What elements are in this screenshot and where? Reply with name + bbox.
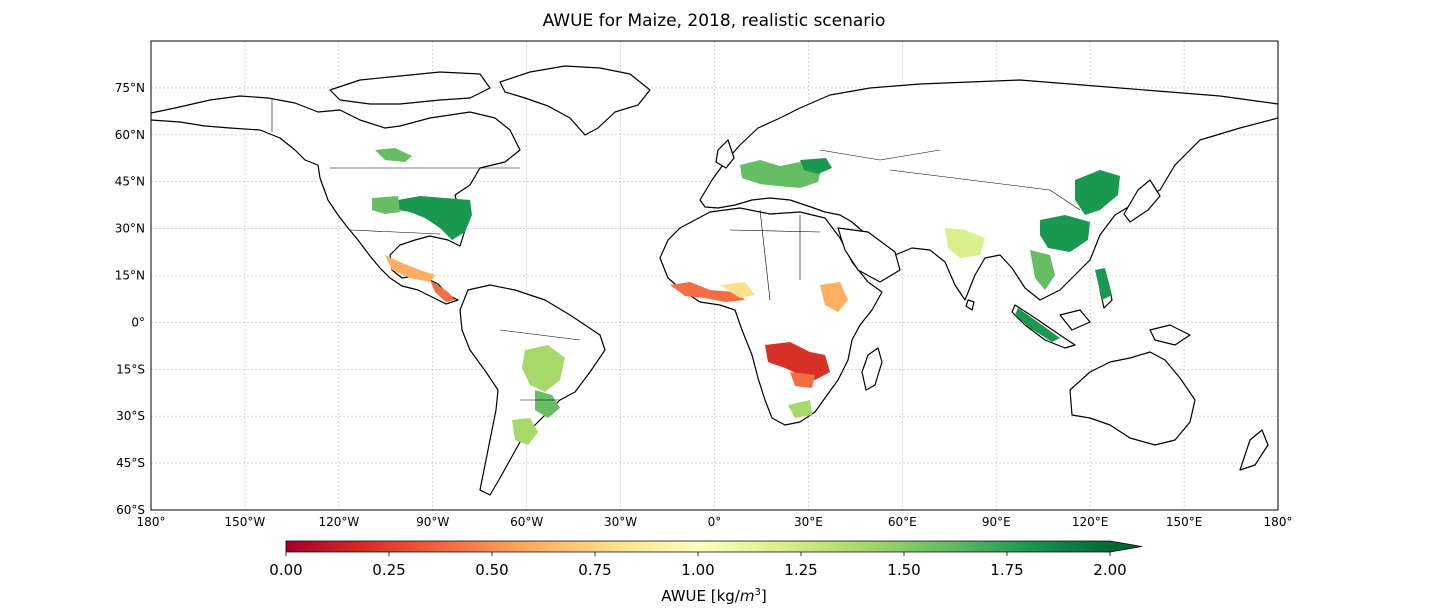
europe-area [740,160,822,188]
colorbar-tick-label: 2.00 [1093,561,1126,579]
japan-land [1123,179,1161,223]
lat-tick-label: 15°S [116,362,145,376]
us-cornbelt-area [398,196,472,240]
brazil-south-area [535,390,560,418]
lon-tick-label: 90°E [982,515,1011,529]
lat-tick-label: 60°N [115,128,145,142]
west-africa-north-area [720,282,755,298]
colorbar: 0.00 0.25 0.50 0.75 1.00 1.25 1.50 1.75 2.00 AWU… [269,540,1143,605]
longitude-labels: 180° 150°W 120°W 90°W 60°W 30°W 0° 30°E 60°E 90°E… [137,515,1293,529]
colorbar-outline [285,540,1143,553]
colorbar-tick-label: 1.25 [784,561,817,579]
greenland-land [499,65,651,136]
country-borders [271,100,1081,401]
canada-area [375,148,412,162]
lon-tick-label: 60°E [888,515,917,529]
colorbar-tick-label: 0.25 [372,561,405,579]
europe-asia-land [699,79,1278,301]
east-africa-area [820,282,848,312]
lat-tick-label: 45°S [116,456,145,470]
lat-tick-label: 30°N [115,222,145,236]
lon-tick-label: 180° [137,515,166,529]
arctic-islands-land [329,71,491,105]
colorbar-tick-label: 0.00 [269,561,302,579]
south-africa-area [788,400,812,418]
lon-tick-label: 180° [1264,515,1293,529]
latitude-labels: 75°N 60°N 45°N 30°N 15°N 0° 15°S 30°S 45°S 60°S [115,81,145,517]
lon-tick-label: 60°W [510,515,543,529]
south-america-land [459,284,606,496]
colorbar-tick-label: 0.50 [475,561,508,579]
philippines-area [1095,268,1112,300]
lon-tick-label: 30°E [794,515,823,529]
lon-tick-label: 150°W [225,515,266,529]
lat-tick-label: 0° [131,315,145,329]
colorbar-label: AWUE [kg/m3] [661,587,766,605]
new-zealand-land [1239,429,1269,471]
colorbar-ticks: 0.00 0.25 0.50 0.75 1.00 1.25 1.50 1.75 2.00 [269,552,1127,579]
colorbar-tick-label: 1.50 [887,561,920,579]
indonesia-area [1015,308,1060,342]
lon-tick-label: 120°W [318,515,359,529]
china-central-area [1040,215,1090,252]
ukraine-area [800,158,832,174]
india-area [945,228,985,258]
mexico-area [385,255,435,282]
lat-tick-label: 30°S [116,409,145,423]
lat-tick-label: 75°N [115,81,145,95]
awue-crop-areas [372,148,1120,445]
china-north-area [1075,170,1120,215]
lat-tick-label: 45°N [115,175,145,189]
southern-africa-area [765,342,830,380]
zambia-area [790,372,815,388]
us-plains-area [372,196,400,214]
australia-land [1069,351,1196,446]
colorbar-tick-label: 1.00 [681,561,714,579]
colorbar-tick-label: 1.75 [990,561,1023,579]
map-border [150,40,1279,511]
southeast-asia-area [1030,250,1055,290]
lon-tick-label: 150°E [1166,515,1203,529]
sri-lanka-land [965,299,975,311]
west-africa-area [670,282,745,302]
land-masses [151,65,1278,496]
central-america-area [430,280,455,302]
argentina-area [512,418,538,445]
arabia-land [837,227,901,283]
lon-tick-label: 30°W [604,515,637,529]
lon-tick-label: 90°W [416,515,449,529]
indonesia-land [1011,281,1191,349]
uk-land [715,139,735,169]
lat-tick-label: 60°S [116,503,145,517]
colorbar-gradient [286,541,1110,552]
brazil-central-area [522,345,565,392]
lon-tick-label: 0° [708,515,722,529]
madagascar-land [861,347,883,391]
chart-title: AWUE for Maize, 2018, realistic scenario [543,11,886,31]
lon-tick-label: 120°E [1072,515,1109,529]
lat-tick-label: 15°N [115,269,145,283]
colorbar-tick-label: 0.75 [578,561,611,579]
colorbar-extend-arrow [1110,541,1142,552]
